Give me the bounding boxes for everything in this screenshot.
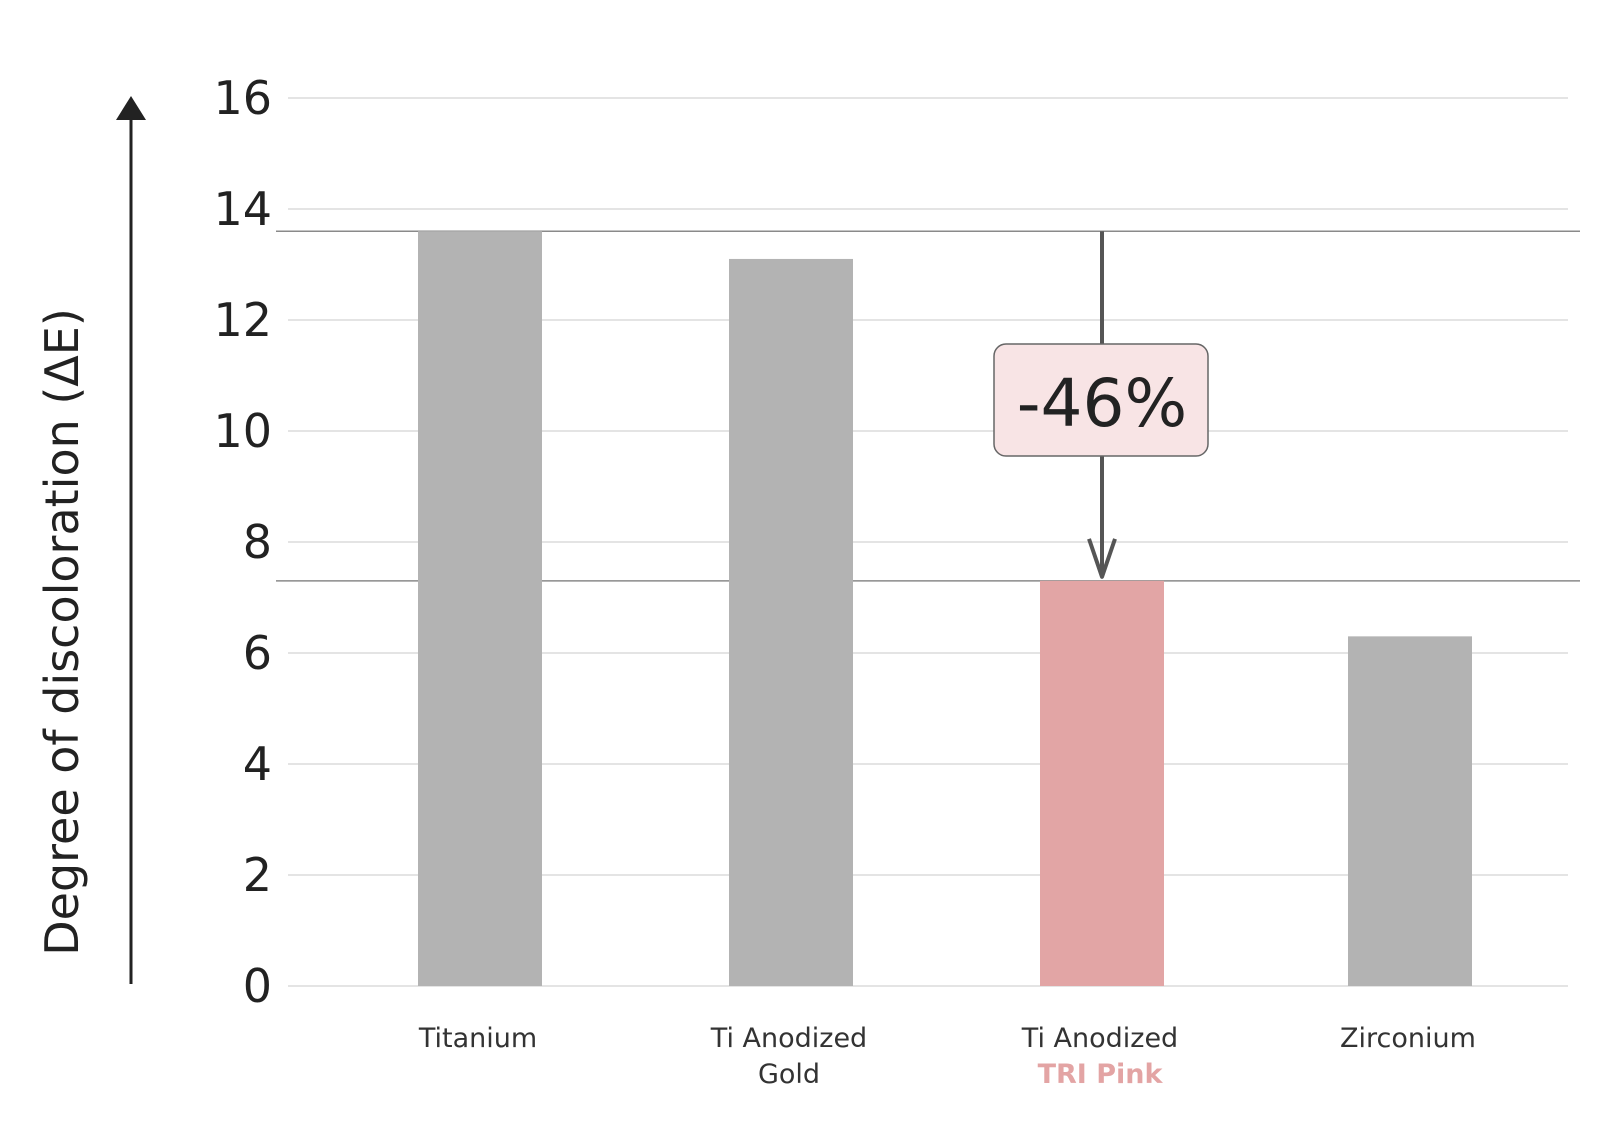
y-tick-label: 0 xyxy=(243,959,272,1013)
y-axis-arrow xyxy=(116,96,146,984)
arrow-head xyxy=(1087,538,1117,579)
category-label: Ti Anodized xyxy=(710,1023,867,1054)
annotation-box xyxy=(993,343,1209,457)
y-tick-label: 10 xyxy=(213,404,272,458)
bar xyxy=(1040,580,1164,986)
category-label: Zirconium xyxy=(1340,1023,1476,1054)
y-axis-label: Degree of discoloration (ΔE) xyxy=(35,308,89,956)
x-category-labels: Titanium Ti Anodized Gold Ti Anodized TRI Pi… xyxy=(418,1023,1476,1090)
category-label: Gold xyxy=(758,1059,820,1090)
bar xyxy=(418,231,542,986)
y-tick-label: 14 xyxy=(213,182,272,236)
reduction-annotation: -46% xyxy=(993,231,1209,579)
category-label: Ti Anodized xyxy=(1021,1023,1178,1054)
bar xyxy=(729,258,853,986)
annotation-text: -46% xyxy=(1017,365,1188,442)
bar xyxy=(1348,636,1472,986)
y-tick-label: 8 xyxy=(243,515,272,569)
y-tick-label: 16 xyxy=(213,71,272,125)
y-tick-labels: 0 2 4 6 8 10 12 14 16 xyxy=(213,71,272,1013)
category-label: TRI Pink xyxy=(1038,1059,1164,1090)
bars xyxy=(418,231,1472,986)
y-tick-label: 4 xyxy=(243,737,272,791)
category-label: Titanium xyxy=(418,1023,537,1054)
y-tick-label: 2 xyxy=(243,848,272,902)
y-tick-label: 6 xyxy=(243,626,272,680)
y-tick-label: 12 xyxy=(213,293,272,347)
